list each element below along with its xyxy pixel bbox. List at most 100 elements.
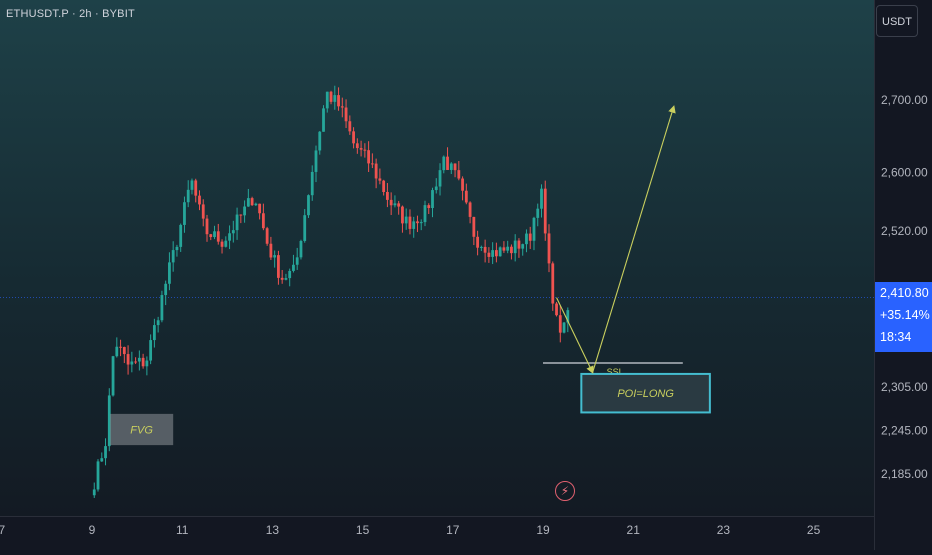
candle [126,345,130,375]
candle [198,190,201,211]
time-tick-label: 7 [0,523,5,537]
candle [427,203,431,215]
candle [164,280,168,306]
candle [536,203,540,227]
candles-layer [92,85,570,498]
candle [386,183,389,208]
candle [412,216,416,238]
candle [367,141,371,173]
candle [137,350,141,371]
candle [506,240,510,254]
candle [134,357,137,365]
candle [329,90,333,105]
candle [468,201,472,224]
candle [239,214,243,224]
candle [562,321,566,334]
candle [235,207,239,240]
candle [510,244,513,260]
time-axis-ticks: 7 9 11 13 15 17 19 21 23 25 [0,523,821,537]
current-price-value: 2,410.80 [880,286,929,300]
candle [322,105,325,132]
candle [152,318,156,348]
candle [502,241,506,253]
candle [525,229,528,253]
candle [284,273,288,281]
fvg-zone[interactable] [110,413,174,446]
candle [547,224,551,273]
candle [483,239,487,263]
candle [359,140,363,157]
candle [280,269,284,284]
candle [479,245,483,252]
price-tick-label: 2,305.00 [881,380,928,394]
candle [355,138,359,154]
candle [423,200,427,227]
candle [543,180,547,241]
candle [363,143,367,158]
candle [186,180,190,208]
candle [404,208,408,230]
current-price-badge: 2,410.80 +35.14% 18:34 [875,282,932,352]
symbol-label[interactable]: ETHUSDT.P · 2h · BYBIT [6,8,135,20]
currency-button[interactable]: USDT [876,5,918,37]
candle [344,99,348,128]
candle [397,200,401,215]
candle [205,214,209,242]
time-tick-label: 23 [717,523,731,537]
candle [491,242,495,265]
candle [461,176,464,201]
candle [370,153,374,169]
candle [250,196,254,206]
candle [261,203,265,231]
candle [476,230,480,256]
candle [258,203,262,220]
candle [532,216,536,251]
time-tick-label: 9 [89,523,96,537]
price-tick-label: 2,520.00 [881,224,928,238]
time-tick-label: 15 [356,523,370,537]
projection-down-arrow[interactable] [556,297,594,374]
time-axis-background [0,516,932,550]
ssl-label: SSL [607,367,624,377]
candle [145,356,149,376]
poi-label: POI=LONG [617,388,674,400]
candle [457,161,461,181]
candle [295,247,299,270]
candle [333,85,337,110]
candle [254,202,258,207]
price-tick-label: 2,185.00 [881,467,928,481]
candle [92,482,96,498]
candle [558,305,562,343]
projection-up-arrow[interactable] [592,105,676,373]
candle [273,250,277,268]
candle [119,339,122,357]
time-tick-label: 19 [536,523,550,537]
candle [314,145,318,183]
poi-zone[interactable] [580,372,711,414]
candle [382,179,386,196]
candle [517,238,521,258]
candle [449,162,453,175]
candle [340,97,344,118]
candle [100,452,104,462]
candle [288,268,292,287]
candle [555,301,558,317]
candle [442,155,446,174]
candle [513,234,517,262]
candle [419,219,423,231]
candle [190,178,194,195]
lightning-icon[interactable]: ⚡ [555,481,575,501]
candle [168,252,171,291]
candle [209,233,213,241]
candle [228,225,231,250]
time-tick-label: 11 [176,523,189,537]
time-tick-label: 17 [446,523,460,537]
candle [96,459,100,492]
candle [378,168,382,185]
candle [183,196,186,233]
annotations-layer: FVG SSL POI=LONG [110,105,711,446]
price-axis-ticks: 2,700.002,600.002,520.002,440.002,305.00… [881,93,928,481]
candle [224,236,228,248]
candle-countdown: 18:34 [880,330,912,344]
